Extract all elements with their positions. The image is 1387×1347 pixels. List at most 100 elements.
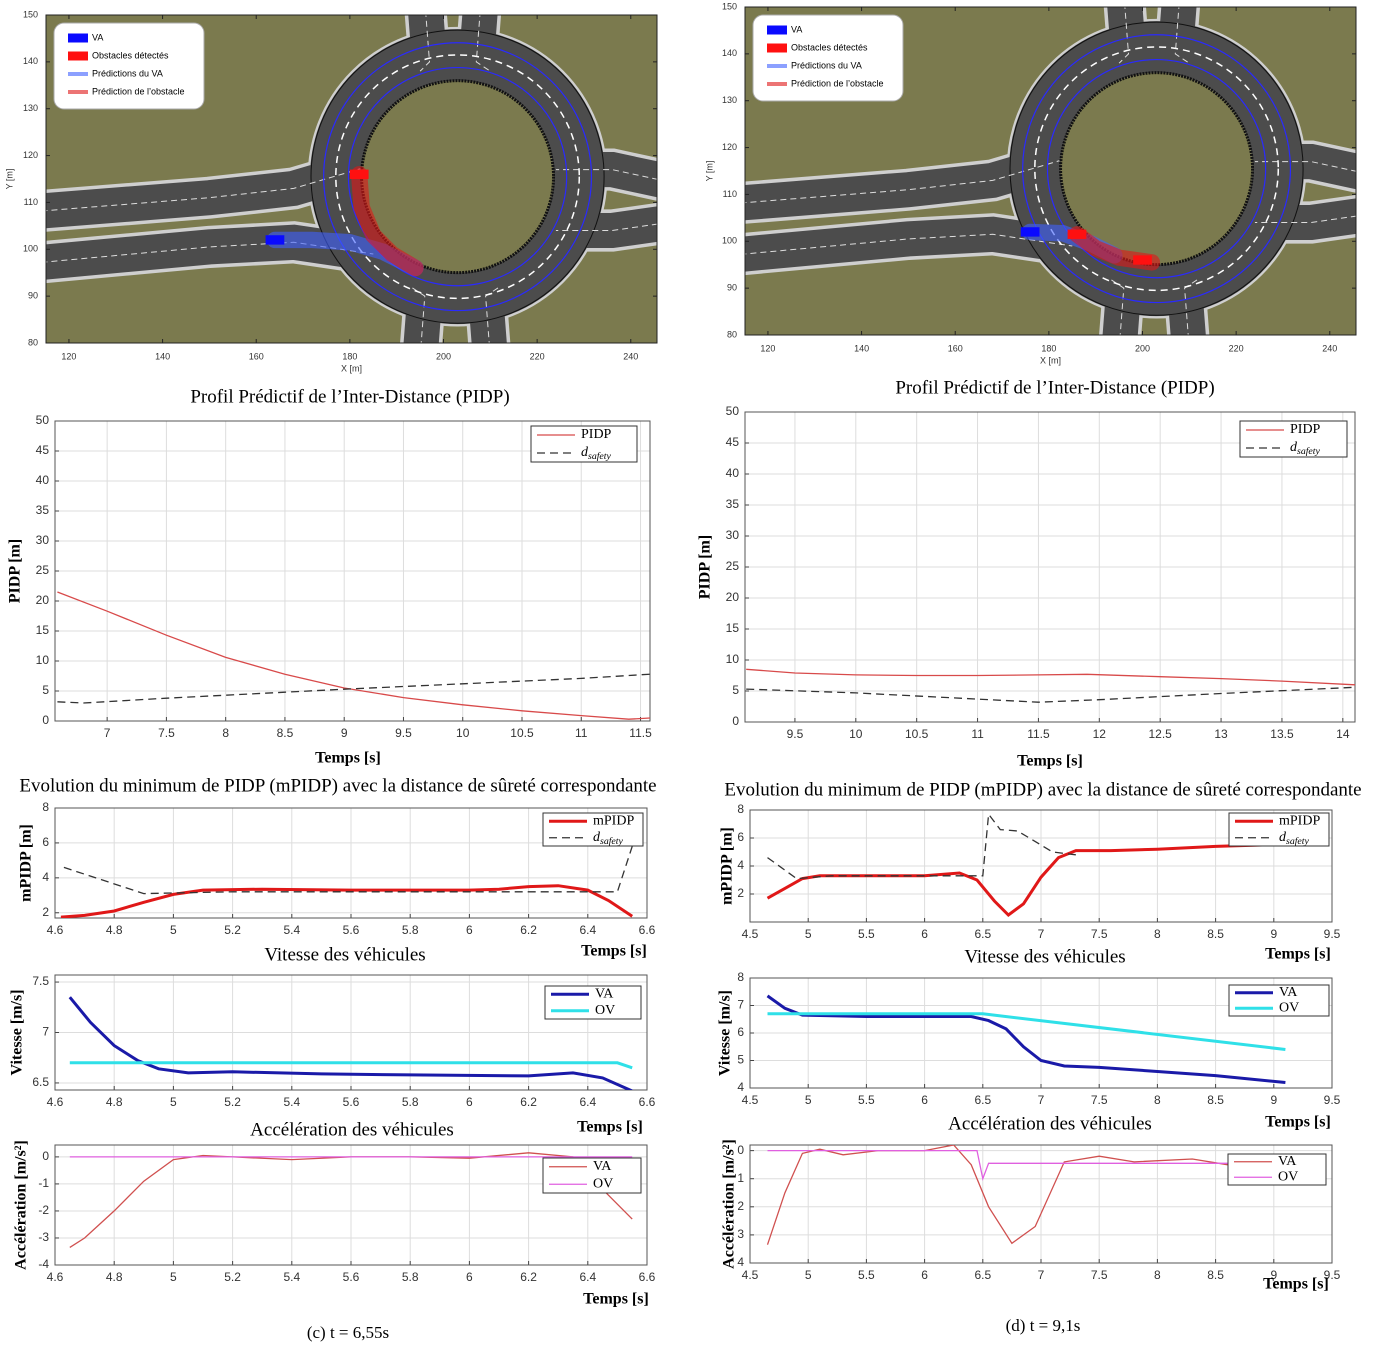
chart-title: Evolution du minimum de PIDP (mPIDP) ave… [724, 779, 1361, 800]
legend: VA Obstacles détectés Prédictions du VA Pré… [53, 22, 205, 110]
vehicle [1133, 255, 1152, 265]
x-tick-label: 6 [921, 1093, 928, 1107]
x-tick-label: 5.6 [343, 1095, 360, 1109]
lane-line [410, 286, 426, 343]
data-line [767, 1012, 1286, 1051]
x-tick-label: 7 [1038, 927, 1045, 941]
axes-frame [744, 6, 1357, 336]
axes-frame [749, 1144, 1333, 1264]
legend-box [1239, 420, 1348, 458]
x-tick-label: 4.6 [47, 1270, 64, 1284]
axes-frame [54, 807, 648, 919]
road [745, 216, 1075, 272]
x-tick-label: 6 [466, 1095, 473, 1109]
lane-line [475, 15, 491, 72]
x-tick-label: 9.5 [395, 726, 412, 740]
x-axis-label: Temps [s] [581, 943, 647, 960]
x-tick-label: 6.2 [520, 1270, 537, 1284]
x-tick-label: 7 [1038, 1093, 1045, 1107]
x-tick-label: 6.6 [639, 923, 656, 937]
legend: VA Obstacles détectés Prédictions du VA Pré… [752, 14, 904, 102]
vehicle [349, 169, 369, 179]
legend-label: Obstacles détectés [92, 50, 169, 60]
legend-label: dsafety [1279, 830, 1310, 847]
x-tick-label: 6.5 [974, 1268, 991, 1282]
lane-line [1174, 7, 1190, 64]
lane-path [323, 42, 593, 312]
x-tick-label: 13 [1214, 727, 1228, 741]
x-tick-label: 7 [104, 726, 111, 740]
y-tick-label: 90 [727, 283, 737, 293]
y-tick-label: 130 [722, 95, 737, 105]
x-axis-label: Temps [s] [583, 1291, 649, 1308]
lane-line [1109, 278, 1125, 335]
x-tick-label: 4.5 [742, 1093, 759, 1107]
lane-line [555, 223, 657, 231]
x-tick-label: 5.8 [402, 1095, 419, 1109]
y-axis-label: mPIDP [m] [719, 827, 736, 905]
legend-swatch [68, 33, 88, 43]
legend-box [752, 14, 904, 102]
legend-label: Prédiction de l’obstacle [791, 78, 884, 88]
y-tick-label: 45 [726, 435, 740, 449]
x-tick-label: 8 [222, 726, 229, 740]
legend-box [542, 1157, 642, 1194]
data-line [746, 668, 1355, 686]
x-axis-label: X [m] [1040, 355, 1061, 365]
x-tick-label: 9 [1270, 1268, 1277, 1282]
legend-label: dsafety [1290, 440, 1321, 457]
x-tick-label: 11.5 [629, 726, 652, 740]
y-tick-label: 10 [36, 653, 50, 667]
chart: Evolution du minimum de PIDP (mPIDP) ave… [719, 779, 1362, 962]
y-axis-label: Vitesse [m/s] [717, 990, 734, 1076]
lane-line [1034, 46, 1280, 292]
chart-title: Vitesse des véhicules [964, 946, 1125, 967]
legend-box [1228, 984, 1330, 1017]
y-tick-label: 40 [726, 466, 740, 480]
y-tick-label: 6 [737, 830, 744, 844]
x-tick-label: 240 [623, 351, 638, 361]
x-tick-label: 7.5 [1091, 927, 1108, 941]
lane-line [555, 169, 657, 180]
vehicle [265, 235, 285, 245]
y-tick-label: 140 [23, 56, 38, 66]
caption: (c) t = 6,55s [307, 1323, 389, 1342]
y-tick-label: 100 [23, 244, 38, 254]
y-axis-label: Y [m] [704, 161, 714, 182]
chart: Evolution du minimum de PIDP (mPIDP) ave… [18, 775, 657, 959]
y-tick-label: 7.5 [32, 974, 49, 988]
x-tick-label: 8 [1154, 1268, 1161, 1282]
lane-line [485, 286, 500, 343]
y-tick-label: 1 [737, 1171, 744, 1185]
x-tick-label: 8.5 [1207, 1268, 1224, 1282]
y-axis-label: Accélération [m/s²] [721, 1139, 738, 1269]
legend-swatch [68, 51, 88, 61]
axes-frame [749, 977, 1333, 1089]
legend-label: VA [593, 1159, 612, 1174]
legend-box [544, 985, 642, 1020]
y-tick-label: 25 [726, 559, 740, 573]
x-tick-label: 5 [805, 1268, 812, 1282]
x-tick-label: 8.5 [277, 726, 294, 740]
x-tick-label: 11 [575, 726, 588, 740]
lane-line [745, 156, 1073, 204]
x-tick-label: 6.6 [639, 1270, 656, 1284]
y-tick-label: -4 [38, 1257, 49, 1271]
x-tick-label: 4.5 [742, 1268, 759, 1282]
x-tick-label: 10.5 [510, 726, 534, 740]
y-tick-label: 50 [36, 413, 50, 427]
x-tick-label: 13.5 [1270, 727, 1294, 741]
lane-line [1254, 161, 1356, 172]
legend-label: OV [1278, 1169, 1298, 1184]
legend-label: VA [1278, 1154, 1297, 1169]
x-tick-label: 4.6 [47, 1095, 64, 1109]
lane-line [1184, 278, 1199, 335]
y-axis-label: Accélération [m/s²] [13, 1140, 30, 1270]
x-tick-label: 7.5 [158, 726, 175, 740]
y-tick-label: 4 [737, 1255, 744, 1269]
y-tick-label: 0 [42, 713, 49, 727]
y-tick-label: 150 [722, 1, 737, 11]
axes-frame [744, 411, 1356, 723]
